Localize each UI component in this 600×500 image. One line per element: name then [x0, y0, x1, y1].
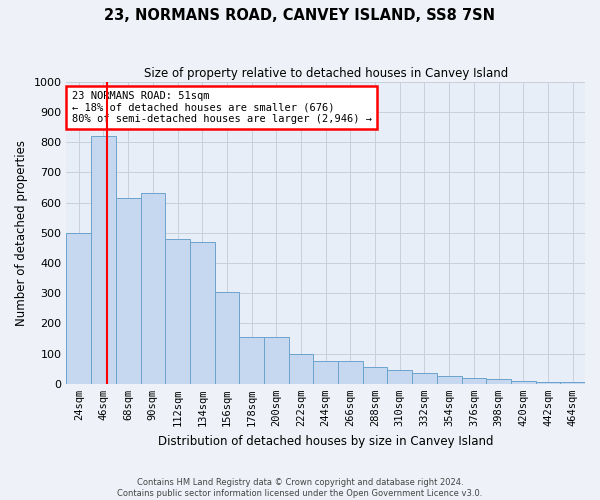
Bar: [388, 370, 412, 384]
Bar: [560, 382, 585, 384]
Bar: [461, 378, 486, 384]
Bar: [363, 367, 388, 384]
Bar: [338, 361, 363, 384]
Bar: [67, 232, 91, 384]
Bar: [116, 198, 140, 384]
Bar: [91, 136, 116, 384]
Text: 23, NORMANS ROAD, CANVEY ISLAND, SS8 7SN: 23, NORMANS ROAD, CANVEY ISLAND, SS8 7SN: [104, 8, 496, 22]
Bar: [140, 194, 165, 384]
Bar: [165, 239, 190, 384]
Bar: [264, 337, 289, 384]
Bar: [289, 354, 313, 384]
Bar: [511, 382, 536, 384]
X-axis label: Distribution of detached houses by size in Canvey Island: Distribution of detached houses by size …: [158, 434, 493, 448]
Text: 23 NORMANS ROAD: 51sqm
← 18% of detached houses are smaller (676)
80% of semi-de: 23 NORMANS ROAD: 51sqm ← 18% of detached…: [71, 90, 371, 124]
Y-axis label: Number of detached properties: Number of detached properties: [15, 140, 28, 326]
Bar: [239, 337, 264, 384]
Bar: [536, 382, 560, 384]
Bar: [437, 376, 461, 384]
Title: Size of property relative to detached houses in Canvey Island: Size of property relative to detached ho…: [143, 68, 508, 80]
Bar: [412, 373, 437, 384]
Bar: [190, 242, 215, 384]
Bar: [486, 380, 511, 384]
Text: Contains HM Land Registry data © Crown copyright and database right 2024.
Contai: Contains HM Land Registry data © Crown c…: [118, 478, 482, 498]
Bar: [313, 361, 338, 384]
Bar: [215, 292, 239, 384]
